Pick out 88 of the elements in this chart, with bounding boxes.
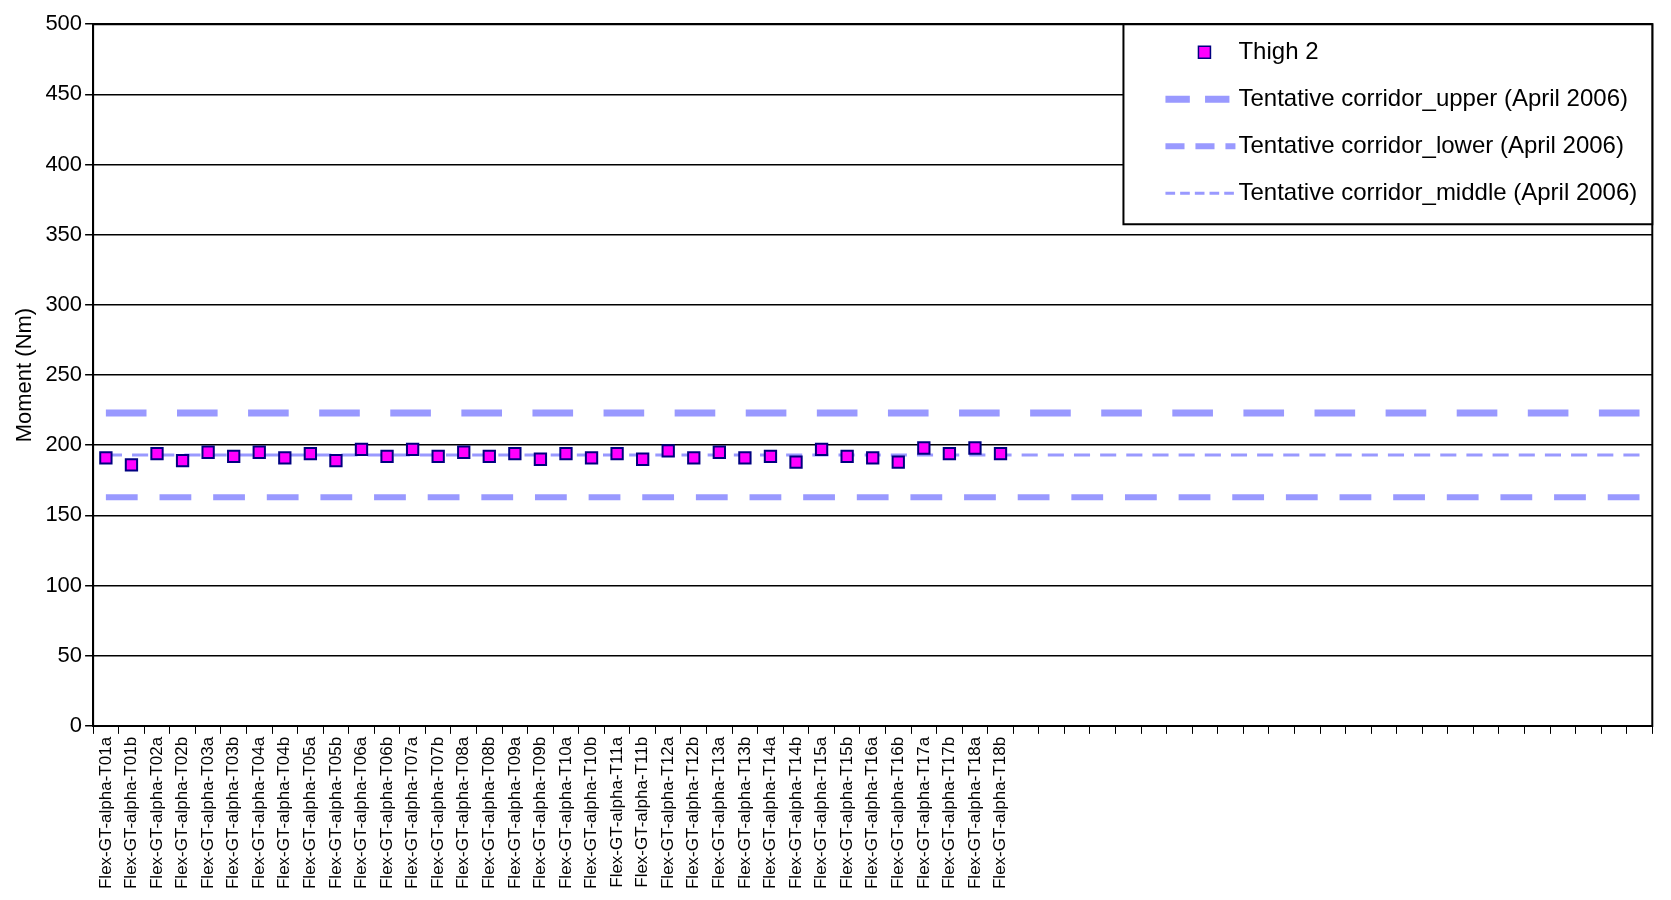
x-tick-label: Flex-GT-alpha-T09a <box>504 736 524 890</box>
point <box>636 452 650 466</box>
point <box>610 446 624 461</box>
point <box>329 453 343 468</box>
x-tick-label: Flex-GT-alpha-T14b <box>785 736 805 890</box>
y-tick-label: 500 <box>45 10 83 36</box>
point <box>866 451 880 465</box>
y-axis-title: Moment (Nm) <box>11 307 37 443</box>
x-tick-label: Flex-GT-alpha-T03a <box>197 736 217 890</box>
x-tick-label: Flex-GT-alpha-T08b <box>478 736 498 890</box>
x-tick-label: Flex-GT-alpha-T10a <box>555 736 575 890</box>
y-tick-label: 0 <box>69 711 83 737</box>
x-tick-label: Flex-GT-alpha-T06b <box>376 736 396 890</box>
point <box>789 455 803 469</box>
x-tick-label: Flex-GT-alpha-T02a <box>146 736 166 890</box>
y-tick-label: 150 <box>45 501 83 527</box>
point <box>763 449 778 464</box>
y-tick-label: 400 <box>45 150 83 176</box>
x-tick-label: Flex-GT-alpha-T17b <box>939 736 959 890</box>
x-tick-label: Flex-GT-alpha-T03b <box>223 736 243 890</box>
point <box>687 451 701 465</box>
point <box>584 451 599 465</box>
point <box>405 442 420 457</box>
x-tick-label: Flex-GT-alpha-T04a <box>248 736 268 890</box>
y-tick-label: 50 <box>57 641 83 667</box>
x-tick-label: Flex-GT-alpha-T18a <box>964 736 984 890</box>
x-tick-label: Flex-GT-alpha-T05a <box>300 736 320 890</box>
point <box>968 441 982 455</box>
x-tick-label: Flex-GT-alpha-T10b <box>581 736 601 890</box>
x-tick-label: Flex-GT-alpha-T09b <box>530 736 550 890</box>
point <box>252 445 266 459</box>
y-tick-label: 250 <box>45 361 83 387</box>
x-tick-label: Flex-GT-alpha-T18b <box>990 736 1010 890</box>
point <box>227 449 241 464</box>
y-tick-label: 100 <box>45 571 83 597</box>
point <box>201 445 215 459</box>
point <box>993 446 1008 461</box>
x-tick-label: Flex-GT-alpha-T12b <box>683 736 703 890</box>
point <box>661 444 675 458</box>
point <box>942 446 957 461</box>
y-tick-label: 450 <box>45 80 83 106</box>
point <box>482 449 496 464</box>
x-tick-label: Flex-GT-alpha-T16a <box>862 736 882 890</box>
point <box>380 449 394 464</box>
x-tick-label: Flex-GT-alpha-T15a <box>811 736 831 890</box>
x-tick-label: Flex-GT-alpha-T12a <box>657 736 677 890</box>
x-tick-label: Flex-GT-alpha-T15b <box>836 736 856 890</box>
x-tick-label: Flex-GT-alpha-T02b <box>172 736 192 890</box>
point <box>559 446 573 461</box>
point <box>278 451 292 465</box>
x-tick-label: Flex-GT-alpha-T06a <box>351 736 371 890</box>
point <box>917 441 931 455</box>
x-tick-label: Flex-GT-alpha-T05b <box>325 736 345 890</box>
y-tick-label: 300 <box>45 290 83 316</box>
point <box>175 453 190 468</box>
x-tick-label: Flex-GT-alpha-T04b <box>274 736 294 890</box>
x-tick-label: Flex-GT-alpha-T13b <box>734 736 754 890</box>
x-tick-label: Flex-GT-alpha-T07a <box>402 736 422 890</box>
y-tick-label: 350 <box>45 220 83 246</box>
point <box>124 458 139 472</box>
point <box>891 455 905 469</box>
point <box>738 451 752 465</box>
point <box>533 452 548 466</box>
legend-label: Tentative corridor_upper (April 2006) <box>1238 83 1628 111</box>
x-tick-label: Flex-GT-alpha-T01b <box>121 736 141 890</box>
x-tick-label: Flex-GT-alpha-T14a <box>760 736 780 890</box>
legend-label: Thigh 2 <box>1238 36 1319 64</box>
x-tick-label: Flex-GT-alpha-T11a <box>606 736 626 888</box>
point <box>303 446 318 461</box>
y-tick-label: 200 <box>45 431 83 457</box>
x-tick-label: Flex-GT-alpha-T01a <box>95 736 115 890</box>
x-tick-label: Flex-GT-alpha-T17a <box>913 736 933 890</box>
point <box>814 442 829 457</box>
x-tick-label: Flex-GT-alpha-T08a <box>453 736 473 890</box>
point <box>712 445 726 459</box>
point <box>457 445 471 459</box>
point <box>431 449 445 464</box>
x-tick-label: Flex-GT-alpha-T11b <box>632 736 652 888</box>
point <box>99 451 113 465</box>
point <box>354 442 369 457</box>
x-tick-label: Flex-GT-alpha-T16b <box>887 736 907 890</box>
legend-label: Tentative corridor_lower (April 2006) <box>1238 130 1624 158</box>
point <box>508 446 522 461</box>
point <box>840 449 854 464</box>
point <box>150 446 164 461</box>
legend-label: Tentative corridor_middle (April 2006) <box>1238 177 1638 205</box>
x-tick-label: Flex-GT-alpha-T07b <box>427 736 447 890</box>
x-tick-label: Flex-GT-alpha-T13a <box>709 736 729 890</box>
